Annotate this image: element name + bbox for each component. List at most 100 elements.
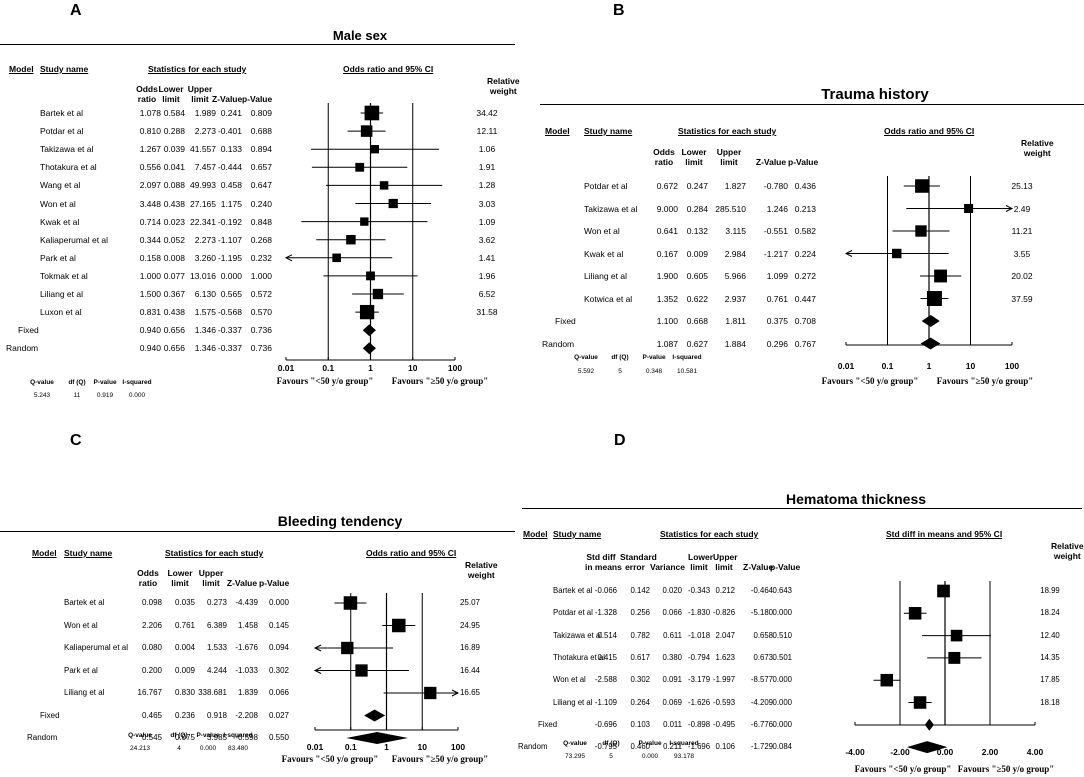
panel-a-x-tick-label: 0.01	[277, 363, 295, 373]
panel-d-col-header: Lower limit	[688, 552, 714, 572]
panel-c-cell-z: -1.033	[235, 665, 258, 675]
panel-c-col-header: Z-Value	[226, 578, 258, 588]
panel-c-x-tick-label: 0.1	[344, 742, 357, 752]
panel-c-weight-value: 16.89	[459, 643, 481, 652]
panel-d-cell-p: 0.000	[772, 675, 792, 685]
panel-d-study-header: Study name	[553, 529, 602, 539]
panel-d-point-estimate	[913, 696, 927, 709]
panel-c-title-rule	[0, 531, 515, 532]
panel-b-cell-lo: 0.009	[686, 248, 708, 259]
panel-d-cell-p: 0.510	[772, 630, 792, 640]
panel-d-point-estimate	[880, 673, 894, 687]
panel-d-cell-p: 0.501	[772, 652, 792, 662]
panel-d-cell-se: 0.264	[630, 697, 650, 707]
panel-a-weight-value: 1.41	[478, 252, 496, 263]
panel-a-summary-label: Random	[6, 343, 39, 354]
panel-a-x-tick-label: 100	[447, 363, 463, 373]
panel-a-cell-hi: 2.273	[194, 126, 216, 137]
panel-c-point-estimate	[341, 641, 354, 655]
panel-b-cell-z: -0.780	[763, 181, 788, 191]
panel-b-cell-est: 1.087	[656, 338, 678, 349]
panel-a-forest-plot	[284, 103, 456, 361]
panel-d-cell-hi: -0.495	[713, 719, 736, 729]
panel-c-cell-hi: 0.918	[206, 710, 227, 720]
panel-b-het-label: df (Q)	[611, 354, 629, 361]
panel-a-col-header: p-Value	[242, 94, 273, 104]
panel-a-study-name: Takizawa et al	[40, 144, 94, 155]
panel-c-x-tick-label: 0.01	[306, 742, 324, 752]
panel-d-cell-est: -1.109	[594, 697, 617, 707]
panel-c-col-header: Odds ratio	[137, 568, 159, 588]
panel-d-cell-p: 0.000	[772, 608, 792, 618]
panel-b-study-name: Liliang et al	[584, 271, 628, 281]
panel-a-study-name: Tokmak et al	[40, 270, 88, 281]
panel-d-cell-est: -0.795	[594, 742, 617, 752]
panel-a-cell-est: 0.344	[139, 234, 161, 245]
panel-a-favours-right: Favours "≥50 y/o group"	[391, 376, 489, 386]
panel-d-cell-hi: 1.623	[715, 652, 735, 662]
panel-d-cell-z: 0.658	[753, 630, 773, 640]
panel-c-cell-z: -1.676	[235, 643, 258, 652]
panel-c-summary-label: Random	[27, 733, 58, 742]
panel-c-model-header: Model	[32, 548, 57, 558]
panel-d-plot-header: Std diff in means and 95% CI	[886, 529, 1003, 539]
panel-b-point-estimate	[892, 248, 902, 259]
panel-b-x-tick-label: 100	[1004, 361, 1020, 371]
panel-d-cell-lo: -0.343	[688, 586, 711, 595]
panel-b-point-estimate	[915, 225, 927, 237]
panel-a-cell-z: 0.458	[220, 180, 242, 191]
panel-c-cell-est: 0.200	[141, 665, 162, 675]
panel-a-cell-p: 0.736	[250, 325, 272, 336]
panel-a-plot-header: Odds ratio and 95% CI	[343, 64, 434, 74]
panel-c-study-name: Liliang et al	[64, 688, 105, 697]
panel-a-point-estimate	[360, 217, 369, 226]
panel-b-weight-value: 11.21	[1011, 226, 1033, 236]
panel-c-cell-lo: 0.075	[174, 733, 195, 742]
panel-b-het-value: 10.581	[677, 368, 697, 375]
panel-c-ci-arrow-right	[451, 689, 460, 697]
panel-b-title: Trauma history	[821, 86, 929, 103]
panel-c-col-header: p-Value	[259, 578, 290, 588]
panel-a-cell-hi: 1.989	[194, 108, 216, 118]
panel-d-point-estimate	[948, 651, 961, 664]
panel-d-cell-p: 0.000	[772, 697, 792, 707]
panel-a-study-name: Won et al	[40, 198, 76, 209]
panel-a-ci-arrow-left	[284, 254, 293, 262]
panel-d-col-header: Variance	[650, 562, 685, 572]
panel-c-weight-value: 24.95	[459, 620, 481, 630]
panel-a-study-name: Wang et al	[40, 180, 81, 191]
panel-a-cell-z: -0.444	[217, 162, 242, 173]
panel-a-het-value: 5.243	[33, 392, 51, 399]
panel-d-study-name: Won et al	[553, 675, 586, 685]
panel-d-letter: D	[614, 432, 626, 449]
panel-a-col-header: Z-Value	[212, 94, 243, 104]
panel-a-cell-z: 1.175	[220, 198, 242, 209]
panel-a-x-tick-label: 10	[408, 363, 418, 373]
panel-c-study-name: Kaliaperumal et al	[64, 643, 129, 652]
panel-d-weight-value: 18.18	[1040, 697, 1060, 707]
panel-b-cell-p: 0.436	[794, 181, 816, 191]
panel-b-plot-header: Odds ratio and 95% CI	[884, 126, 975, 136]
panel-b-study-header: Study name	[584, 126, 633, 136]
panel-b-weight-value: 25.13	[1011, 181, 1033, 191]
panel-d-het-label: Q-value	[563, 740, 587, 747]
panel-a-cell-lo: 0.584	[163, 108, 185, 118]
panel-c-cell-p: 0.000	[268, 598, 289, 607]
panel-a-cell-hi: 1.346	[194, 325, 216, 336]
panel-a-weight-value: 31.58	[476, 307, 498, 318]
panel-a-cell-lo: 0.039	[163, 144, 185, 155]
panel-b-ci-arrow-right	[1005, 205, 1014, 212]
panel-a-cell-p: 0.809	[250, 108, 272, 118]
panel-a-cell-p: 0.736	[250, 343, 272, 354]
panel-a-cell-z: 0.000	[220, 270, 242, 281]
panel-b-study-name: Won et al	[584, 226, 620, 236]
panel-a-weight-value: 12.11	[476, 126, 498, 137]
panel-c-favours-left: Favours "<50 y/o group"	[281, 754, 379, 764]
panel-b-forest-plot	[844, 176, 1014, 350]
panel-a-cell-est: 1.000	[139, 270, 161, 281]
panel-b-cell-est: 0.167	[656, 248, 678, 259]
panel-b-study-name: Kwak et al	[584, 248, 624, 259]
panel-d-cell-hi: 0.212	[715, 586, 735, 595]
panel-b-cell-z: 0.296	[766, 338, 788, 349]
panel-a-study-name: Park et al	[40, 252, 76, 263]
